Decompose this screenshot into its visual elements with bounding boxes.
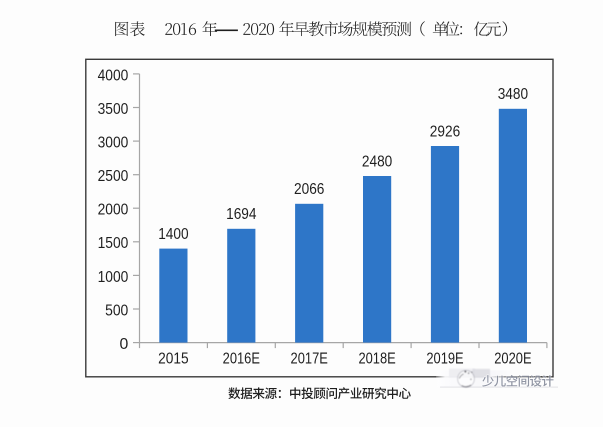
- svg-text:2015: 2015: [158, 351, 189, 368]
- svg-text:2018E: 2018E: [358, 351, 395, 368]
- svg-text:2000: 2000: [98, 202, 129, 219]
- svg-text:1500: 1500: [98, 235, 129, 252]
- svg-text:500: 500: [105, 302, 128, 319]
- svg-text:2017E: 2017E: [291, 351, 328, 368]
- svg-text:3480: 3480: [498, 86, 529, 103]
- svg-text:3500: 3500: [98, 101, 129, 118]
- svg-text:2500: 2500: [98, 168, 129, 185]
- svg-text:2019E: 2019E: [426, 351, 463, 368]
- svg-text:0: 0: [120, 336, 129, 353]
- svg-text:4000: 4000: [98, 67, 129, 84]
- svg-text:2926: 2926: [430, 123, 461, 140]
- svg-text:1400: 1400: [158, 226, 189, 243]
- svg-text:2066: 2066: [294, 181, 325, 198]
- svg-text:3000: 3000: [98, 135, 129, 152]
- svg-text:1694: 1694: [226, 206, 257, 223]
- svg-text:2480: 2480: [362, 153, 393, 170]
- svg-text:2020E: 2020E: [494, 351, 531, 368]
- svg-text:1000: 1000: [98, 269, 129, 286]
- svg-text:2016E: 2016E: [223, 351, 260, 368]
